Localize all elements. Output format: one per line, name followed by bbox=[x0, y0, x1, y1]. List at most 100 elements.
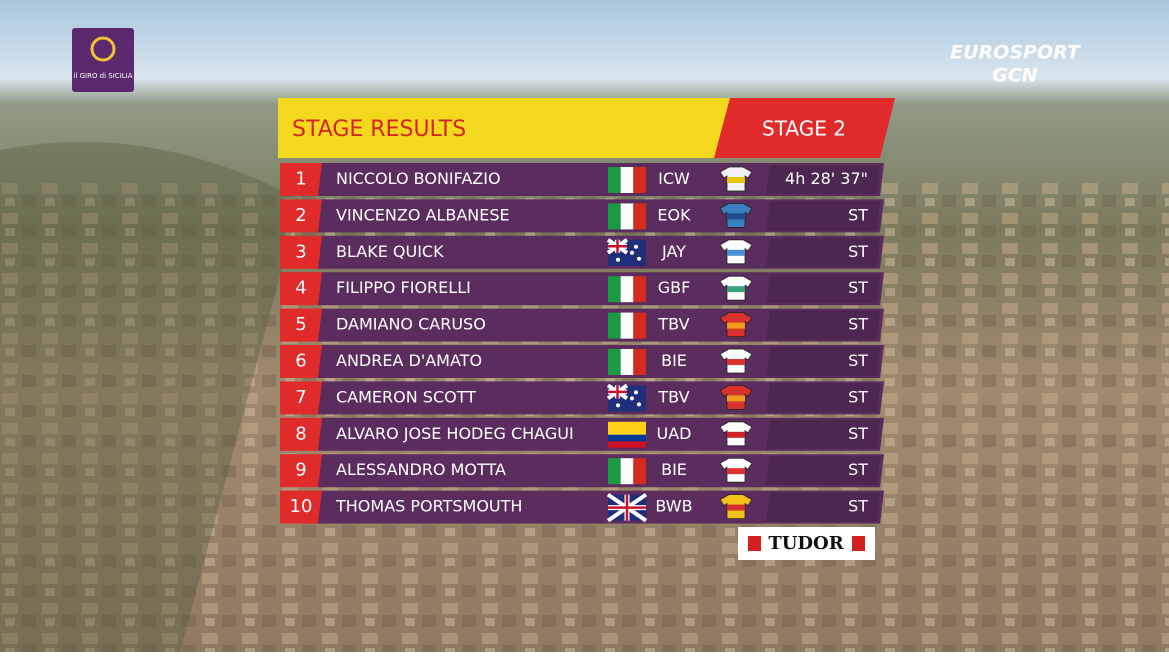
team-jersey-band bbox=[727, 213, 745, 220]
team-jersey-band bbox=[727, 286, 745, 293]
flag bbox=[633, 349, 646, 375]
flag bbox=[608, 441, 646, 448]
flag bbox=[633, 312, 646, 339]
rank: 2 bbox=[295, 205, 306, 226]
rank-box bbox=[280, 454, 326, 488]
rider-name: ANDREA D'AMATO bbox=[336, 351, 482, 370]
sponsor-text: TUDOR bbox=[768, 533, 844, 554]
team-jersey-band bbox=[727, 249, 745, 256]
sponsor-shield bbox=[852, 536, 865, 551]
rank: 10 bbox=[290, 496, 313, 517]
flag bbox=[620, 349, 634, 375]
team-jersey-band bbox=[727, 322, 745, 329]
finish-time: ST bbox=[848, 497, 868, 516]
team-code: GBF bbox=[658, 278, 691, 297]
header-title: STAGE RESULTS bbox=[292, 117, 466, 142]
flag bbox=[620, 203, 634, 230]
time-cell bbox=[766, 201, 880, 231]
rider-name: NICCOLO BONIFAZIO bbox=[336, 169, 501, 188]
flag bbox=[637, 256, 641, 261]
race-logo-icon bbox=[90, 36, 116, 62]
rank: 1 bbox=[295, 169, 306, 190]
team-jersey-band bbox=[727, 395, 745, 402]
rank-box bbox=[280, 417, 326, 451]
finish-time: ST bbox=[848, 315, 868, 334]
header-stage: STAGE 2 bbox=[762, 117, 846, 141]
rider-name: ALESSANDRO MOTTA bbox=[336, 460, 506, 479]
flag bbox=[608, 167, 621, 193]
rank-box bbox=[280, 163, 326, 196]
rank-box bbox=[280, 308, 326, 342]
finish-time: ST bbox=[848, 242, 868, 261]
flag bbox=[633, 203, 646, 230]
finish-time: ST bbox=[848, 351, 868, 370]
rank: 3 bbox=[295, 241, 306, 262]
race-logo-text: il GIRO di SICILIA bbox=[73, 72, 132, 80]
time-cell bbox=[766, 347, 880, 376]
team-jersey-band bbox=[727, 177, 745, 183]
team-code: EOK bbox=[657, 205, 691, 224]
time-cell bbox=[766, 310, 880, 340]
team-jersey-band bbox=[727, 431, 745, 438]
flag bbox=[608, 349, 621, 375]
flag bbox=[633, 167, 646, 193]
team-code: BIE bbox=[661, 460, 687, 479]
rank: 9 bbox=[295, 460, 306, 481]
flag bbox=[634, 244, 638, 249]
results-table: 1 NICCOLO BONIFAZIO ICW 4h 28' 37" 2 VINCENZO… bbox=[280, 163, 884, 524]
team-code: TBV bbox=[657, 315, 689, 334]
header-stage-band bbox=[714, 98, 895, 158]
team-code: BWB bbox=[655, 497, 692, 516]
time-cell bbox=[766, 492, 880, 522]
flag bbox=[616, 257, 620, 262]
flag bbox=[630, 396, 634, 401]
rank-box bbox=[280, 199, 326, 233]
flag bbox=[620, 312, 634, 339]
time-cell bbox=[766, 237, 880, 267]
flag bbox=[608, 434, 646, 442]
broadcaster-logo: EUROSPORT bbox=[950, 42, 1082, 64]
flag bbox=[608, 458, 621, 485]
rank-box bbox=[280, 345, 326, 378]
team-jersey-band bbox=[727, 468, 745, 475]
finish-time: ST bbox=[848, 278, 868, 297]
rider-name: BLAKE QUICK bbox=[336, 242, 444, 261]
time-cell bbox=[766, 419, 880, 449]
rider-name: DAMIANO CARUSO bbox=[336, 315, 486, 334]
rank: 7 bbox=[295, 387, 306, 408]
broadcaster-sub-logo: GCN bbox=[992, 65, 1038, 87]
finish-time: ST bbox=[848, 205, 868, 224]
rank-box bbox=[280, 272, 326, 306]
finish-time: ST bbox=[848, 387, 868, 406]
flag bbox=[608, 312, 621, 339]
header-title-band bbox=[278, 98, 730, 158]
time-cell bbox=[766, 165, 880, 194]
flag bbox=[620, 276, 634, 303]
finish-time: ST bbox=[848, 460, 868, 479]
rider-name: THOMAS PORTSMOUTH bbox=[335, 497, 522, 516]
flag bbox=[634, 390, 638, 395]
flag bbox=[633, 458, 646, 485]
vegetation bbox=[0, 141, 300, 652]
rank: 4 bbox=[295, 278, 306, 299]
team-jersey-band bbox=[727, 359, 745, 365]
rank-box bbox=[280, 235, 326, 269]
time-cell bbox=[766, 456, 880, 486]
rider-name: ALVARO JOSE HODEG CHAGUI bbox=[336, 424, 574, 443]
flag bbox=[637, 402, 641, 407]
finish-time: ST bbox=[848, 424, 868, 443]
finish-time: 4h 28' 37" bbox=[785, 169, 868, 188]
rank-box bbox=[280, 381, 326, 415]
rank: 6 bbox=[295, 351, 306, 372]
team-code: JAY bbox=[661, 242, 686, 261]
flag bbox=[616, 403, 620, 408]
rank-box bbox=[280, 490, 326, 524]
team-code: UAD bbox=[657, 424, 692, 443]
rank: 8 bbox=[295, 423, 306, 444]
time-cell bbox=[766, 383, 880, 413]
flag bbox=[608, 203, 621, 230]
flag bbox=[620, 167, 634, 193]
flag bbox=[633, 276, 646, 303]
rank: 5 bbox=[295, 314, 306, 335]
